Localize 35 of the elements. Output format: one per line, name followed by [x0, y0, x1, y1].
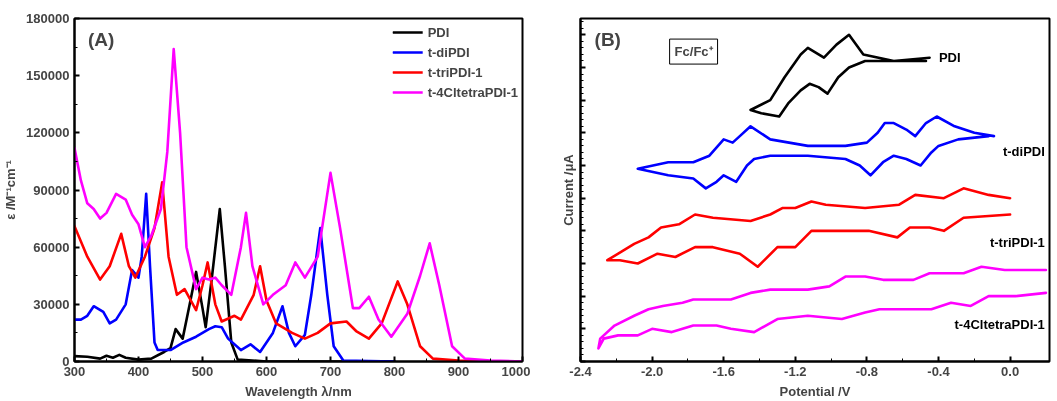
x-tick-label: 400	[127, 363, 150, 379]
legend-label: PDI	[427, 24, 450, 40]
series-label: t-triPDI-1	[989, 235, 1045, 251]
annotation: Fc/Fc⁺	[674, 44, 714, 60]
x-tick-label: -0.8	[855, 363, 879, 379]
x-tick-label: 800	[383, 363, 406, 379]
x-tick-label: -0.4	[927, 363, 951, 379]
x-tick-label: 500	[191, 363, 214, 379]
x-tick-label: -2.0	[640, 363, 664, 379]
x-tick-label: 600	[255, 363, 278, 379]
y-axis-title: Current /μA	[560, 153, 576, 226]
y-axis-title: ε /M⁻¹cm⁻¹	[3, 160, 19, 220]
x-axis-title: Wavelength λ/nm	[245, 383, 352, 399]
y-tick-label: 180000	[26, 11, 70, 26]
x-tick-label: -1.6	[712, 363, 735, 379]
y-tick-label: 30000	[33, 296, 70, 312]
y-tick-label: 90000	[33, 182, 70, 198]
x-axis-title: Potential /V	[779, 383, 851, 399]
legend-label: t-diPDI	[427, 44, 470, 60]
y-tick-label: 150000	[26, 68, 70, 84]
x-tick-label: -2.4	[569, 363, 593, 379]
legend-label: t-4CltetraPDI-1	[427, 84, 518, 100]
annotation: (B)	[594, 28, 621, 50]
x-tick-label: 1000	[501, 363, 531, 379]
x-tick-label: 700	[319, 363, 342, 379]
y-tick-label: 120000	[26, 125, 70, 141]
series-label: t-diPDI	[1002, 143, 1045, 159]
x-tick-label: 900	[447, 363, 470, 379]
x-tick-label: -1.2	[784, 363, 807, 379]
legend-label: t-triPDI-1	[427, 64, 483, 80]
series-label: PDI	[938, 50, 961, 66]
series-label: t-4CltetraPDI-1	[954, 317, 1045, 333]
y-tick-label: 60000	[33, 239, 70, 255]
x-tick-label: 0.0	[1001, 363, 1020, 379]
annotation: (A)	[87, 28, 115, 50]
